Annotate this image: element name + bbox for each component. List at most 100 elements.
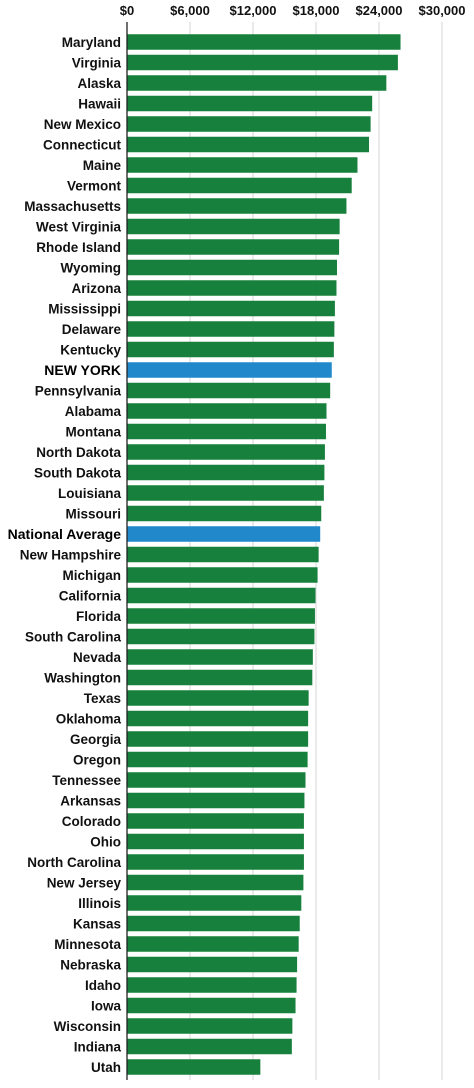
x-tick-label: $24,000 (356, 3, 403, 18)
category-label-new-mexico: New Mexico (44, 117, 121, 132)
bar-california (127, 587, 316, 604)
bar-washington (127, 669, 313, 686)
category-label-alabama: Alabama (65, 404, 122, 419)
x-axis-ticks: $0 $6,000 $12,000 $18,000 $24,000 $30,000 (120, 3, 466, 18)
bar-oklahoma (127, 710, 309, 727)
category-labels: Maryland Virginia Alaska Hawaii New Mexico Co… (8, 35, 122, 1075)
category-label-vermont: Vermont (67, 179, 122, 194)
category-label-arizona: Arizona (71, 281, 121, 296)
bar-wisconsin (127, 1018, 293, 1034)
category-label-oklahoma: Oklahoma (56, 712, 122, 727)
category-label-nebraska: Nebraska (60, 958, 121, 973)
category-label-north-dakota: North Dakota (36, 445, 121, 460)
bar-national-average (127, 526, 321, 542)
category-label-connecticut: Connecticut (43, 138, 122, 153)
bar-south-dakota (127, 464, 325, 481)
category-label-nevada: Nevada (73, 650, 122, 665)
bar-pennsylvania (127, 382, 331, 399)
category-label-idaho: Idaho (85, 978, 121, 993)
bar-vermont (127, 177, 352, 194)
x-tick-label: $30,000 (419, 3, 466, 18)
bar-delaware (127, 321, 335, 337)
bar-north-dakota (127, 444, 325, 460)
category-label-massachusetts: Massachusetts (24, 199, 121, 214)
bar-new-jersey (127, 874, 304, 891)
bar-north-carolina (127, 854, 304, 870)
bar-idaho (127, 977, 297, 993)
bar-south-carolina (127, 628, 315, 645)
category-label-rhode-island: Rhode Island (36, 240, 121, 255)
category-label-georgia: Georgia (70, 732, 122, 747)
bar-virginia (127, 54, 398, 71)
bar-maryland (127, 34, 401, 50)
bar-mississippi (127, 300, 335, 317)
bar-nebraska (127, 956, 298, 973)
category-label-mississippi: Mississippi (48, 302, 121, 317)
category-label-iowa: Iowa (91, 999, 121, 1014)
bar-ohio (127, 833, 304, 850)
category-label-tennessee: Tennessee (52, 773, 121, 788)
bar-nevada (127, 649, 313, 665)
bar-wyoming (127, 259, 337, 276)
category-label-maryland: Maryland (62, 35, 121, 50)
bar-missouri (127, 505, 322, 522)
bar-georgia (127, 731, 309, 747)
category-label-virginia: Virginia (72, 56, 122, 71)
category-label-north-carolina: North Carolina (27, 855, 121, 870)
x-tick-label: $12,000 (230, 3, 277, 18)
category-label-oregon: Oregon (73, 753, 121, 768)
bar-alaska (127, 75, 387, 91)
category-label-texas: Texas (84, 691, 121, 706)
bar-illinois (127, 895, 302, 911)
category-label-wisconsin: Wisconsin (54, 1019, 121, 1034)
category-label-national-average: National Average (8, 526, 122, 542)
bar-kentucky (127, 341, 334, 358)
bar-indiana (127, 1038, 292, 1055)
bar-massachusetts (127, 198, 347, 214)
category-label-delaware: Delaware (62, 322, 122, 337)
bar-texas (127, 690, 309, 706)
bar-rhode-island (127, 239, 340, 255)
bar-montana (127, 423, 326, 440)
bar-louisiana (127, 485, 324, 501)
category-label-hawaii: Hawaii (78, 97, 121, 112)
category-label-kentucky: Kentucky (60, 343, 121, 358)
category-label-colorado: Colorado (62, 814, 121, 829)
category-label-arkansas: Arkansas (60, 794, 121, 809)
bar-michigan (127, 567, 318, 583)
category-label-new-hampshire: New Hampshire (20, 548, 122, 563)
category-label-missouri: Missouri (65, 507, 121, 522)
category-label-alaska: Alaska (77, 76, 121, 91)
category-label-new-york: NEW YORK (44, 362, 121, 378)
bar-new-hampshire (127, 546, 319, 563)
bar-utah (127, 1059, 261, 1075)
category-label-washington: Washington (44, 671, 121, 686)
bar-alabama (127, 403, 327, 419)
bar-arizona (127, 280, 337, 296)
category-label-south-carolina: South Carolina (25, 630, 121, 645)
bar-new-york (127, 362, 332, 378)
category-label-louisiana: Louisiana (58, 486, 122, 501)
category-label-wyoming: Wyoming (61, 261, 122, 276)
bar-oregon (127, 751, 308, 768)
category-label-california: California (59, 589, 122, 604)
x-tick-label: $18,000 (293, 3, 340, 18)
category-label-ohio: Ohio (90, 835, 121, 850)
bar-arkansas (127, 792, 305, 809)
x-tick-label: $6,000 (170, 3, 210, 18)
category-label-west-virginia: West Virginia (36, 220, 122, 235)
bar-florida (127, 608, 315, 624)
bar-west-virginia (127, 218, 340, 235)
category-label-indiana: Indiana (74, 1040, 122, 1055)
category-label-maine: Maine (83, 158, 122, 173)
category-label-pennsylvania: Pennsylvania (35, 384, 122, 399)
bar-new-mexico (127, 116, 371, 132)
category-label-utah: Utah (91, 1060, 121, 1075)
category-label-kansas: Kansas (73, 917, 121, 932)
category-label-south-dakota: South Dakota (34, 466, 121, 481)
category-label-michigan: Michigan (62, 568, 121, 583)
category-label-montana: Montana (66, 425, 122, 440)
bar-tennessee (127, 772, 306, 788)
category-label-new-jersey: New Jersey (47, 876, 122, 891)
